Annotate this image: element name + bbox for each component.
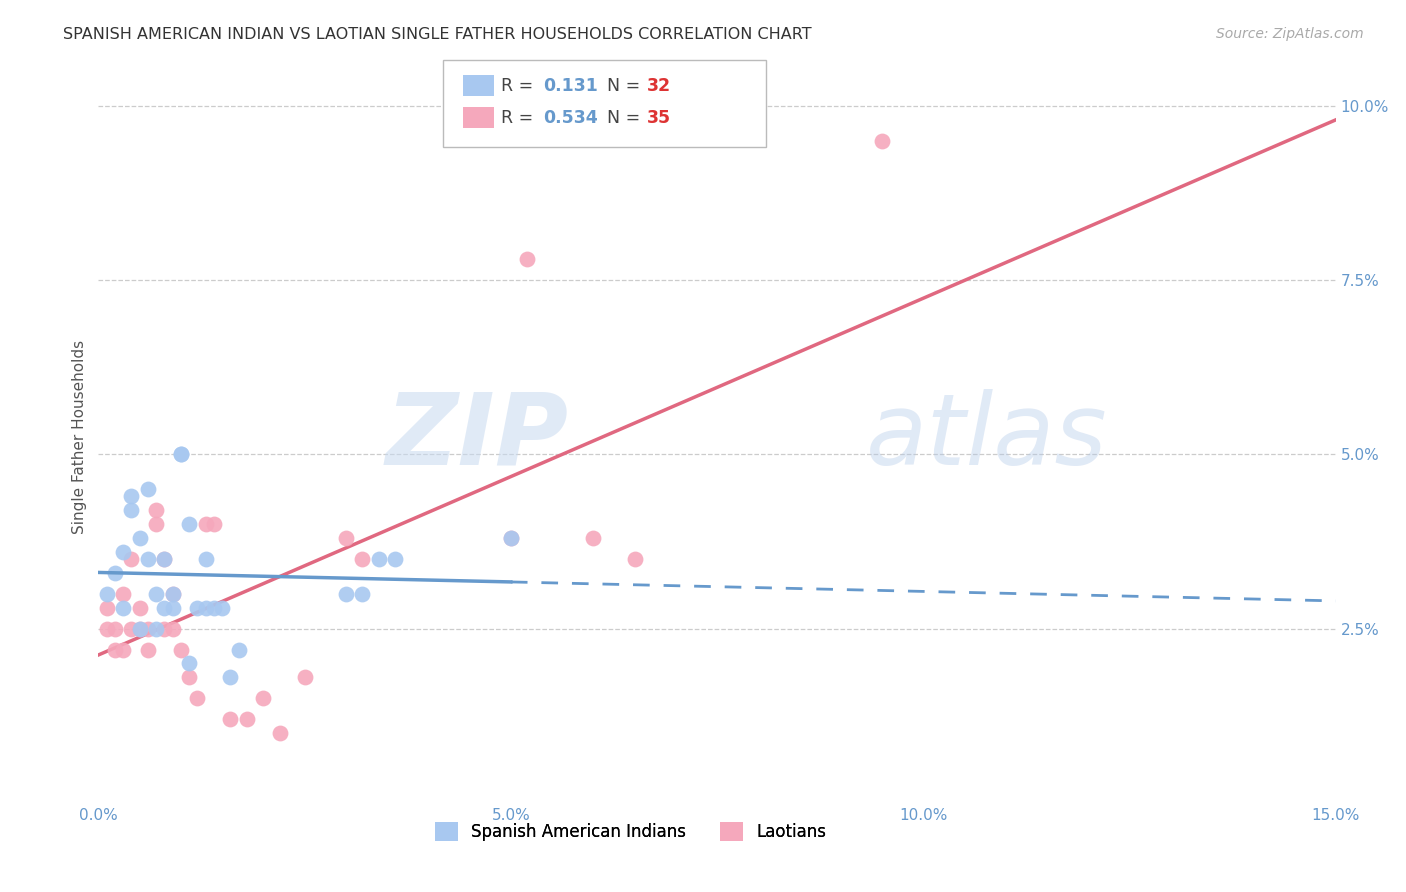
Text: N =: N = — [596, 77, 645, 95]
Point — [335, 587, 357, 601]
Text: Source: ZipAtlas.com: Source: ZipAtlas.com — [1216, 27, 1364, 41]
Point — [145, 622, 167, 636]
Point — [294, 670, 316, 684]
Point — [162, 587, 184, 601]
Point — [136, 642, 159, 657]
Text: 0.131: 0.131 — [543, 77, 598, 95]
Point — [194, 600, 217, 615]
Point — [269, 726, 291, 740]
Point — [153, 552, 176, 566]
Point — [202, 517, 225, 532]
Point — [112, 545, 135, 559]
Point — [162, 622, 184, 636]
Point — [219, 712, 242, 726]
Y-axis label: Single Father Households: Single Father Households — [72, 340, 87, 534]
Point — [170, 448, 193, 462]
Point — [252, 691, 274, 706]
Point — [179, 517, 201, 532]
Point — [145, 503, 167, 517]
Point — [516, 252, 538, 267]
Point — [145, 517, 167, 532]
Point — [112, 642, 135, 657]
Point — [145, 587, 167, 601]
Text: SPANISH AMERICAN INDIAN VS LAOTIAN SINGLE FATHER HOUSEHOLDS CORRELATION CHART: SPANISH AMERICAN INDIAN VS LAOTIAN SINGL… — [63, 27, 811, 42]
Point — [153, 622, 176, 636]
Point — [120, 489, 142, 503]
Point — [870, 134, 893, 148]
Point — [153, 600, 176, 615]
Point — [499, 531, 522, 545]
Point — [128, 600, 150, 615]
Point — [202, 600, 225, 615]
Point — [335, 531, 357, 545]
Point — [219, 670, 242, 684]
Point — [96, 587, 118, 601]
Point — [352, 587, 374, 601]
Point — [194, 552, 217, 566]
Point — [112, 587, 135, 601]
Point — [384, 552, 406, 566]
Point — [120, 552, 142, 566]
Point — [96, 600, 118, 615]
Point — [136, 552, 159, 566]
Text: 32: 32 — [647, 77, 671, 95]
Text: R =: R = — [501, 109, 538, 127]
Point — [179, 670, 201, 684]
Point — [136, 483, 159, 497]
Point — [211, 600, 233, 615]
Point — [104, 642, 127, 657]
Point — [170, 448, 193, 462]
Point — [153, 552, 176, 566]
Text: 0.534: 0.534 — [543, 109, 598, 127]
Point — [112, 600, 135, 615]
Point — [162, 600, 184, 615]
Point — [236, 712, 259, 726]
Point — [186, 600, 208, 615]
Point — [582, 531, 605, 545]
Point — [104, 566, 127, 580]
Point — [128, 622, 150, 636]
Point — [367, 552, 389, 566]
Point — [120, 622, 142, 636]
Point — [352, 552, 374, 566]
Point — [499, 531, 522, 545]
Point — [120, 503, 142, 517]
Point — [186, 691, 208, 706]
Point — [136, 622, 159, 636]
Point — [194, 517, 217, 532]
Text: 35: 35 — [647, 109, 671, 127]
Point — [228, 642, 250, 657]
Point — [104, 622, 127, 636]
Point — [623, 552, 645, 566]
Legend: Spanish American Indians, Laotians: Spanish American Indians, Laotians — [426, 814, 835, 849]
Point — [170, 642, 193, 657]
Point — [128, 622, 150, 636]
Text: N =: N = — [596, 109, 645, 127]
Point — [128, 531, 150, 545]
Point — [179, 657, 201, 671]
Point — [162, 587, 184, 601]
Text: R =: R = — [501, 77, 538, 95]
Text: atlas: atlas — [866, 389, 1107, 485]
Text: ZIP: ZIP — [385, 389, 568, 485]
Point — [96, 622, 118, 636]
